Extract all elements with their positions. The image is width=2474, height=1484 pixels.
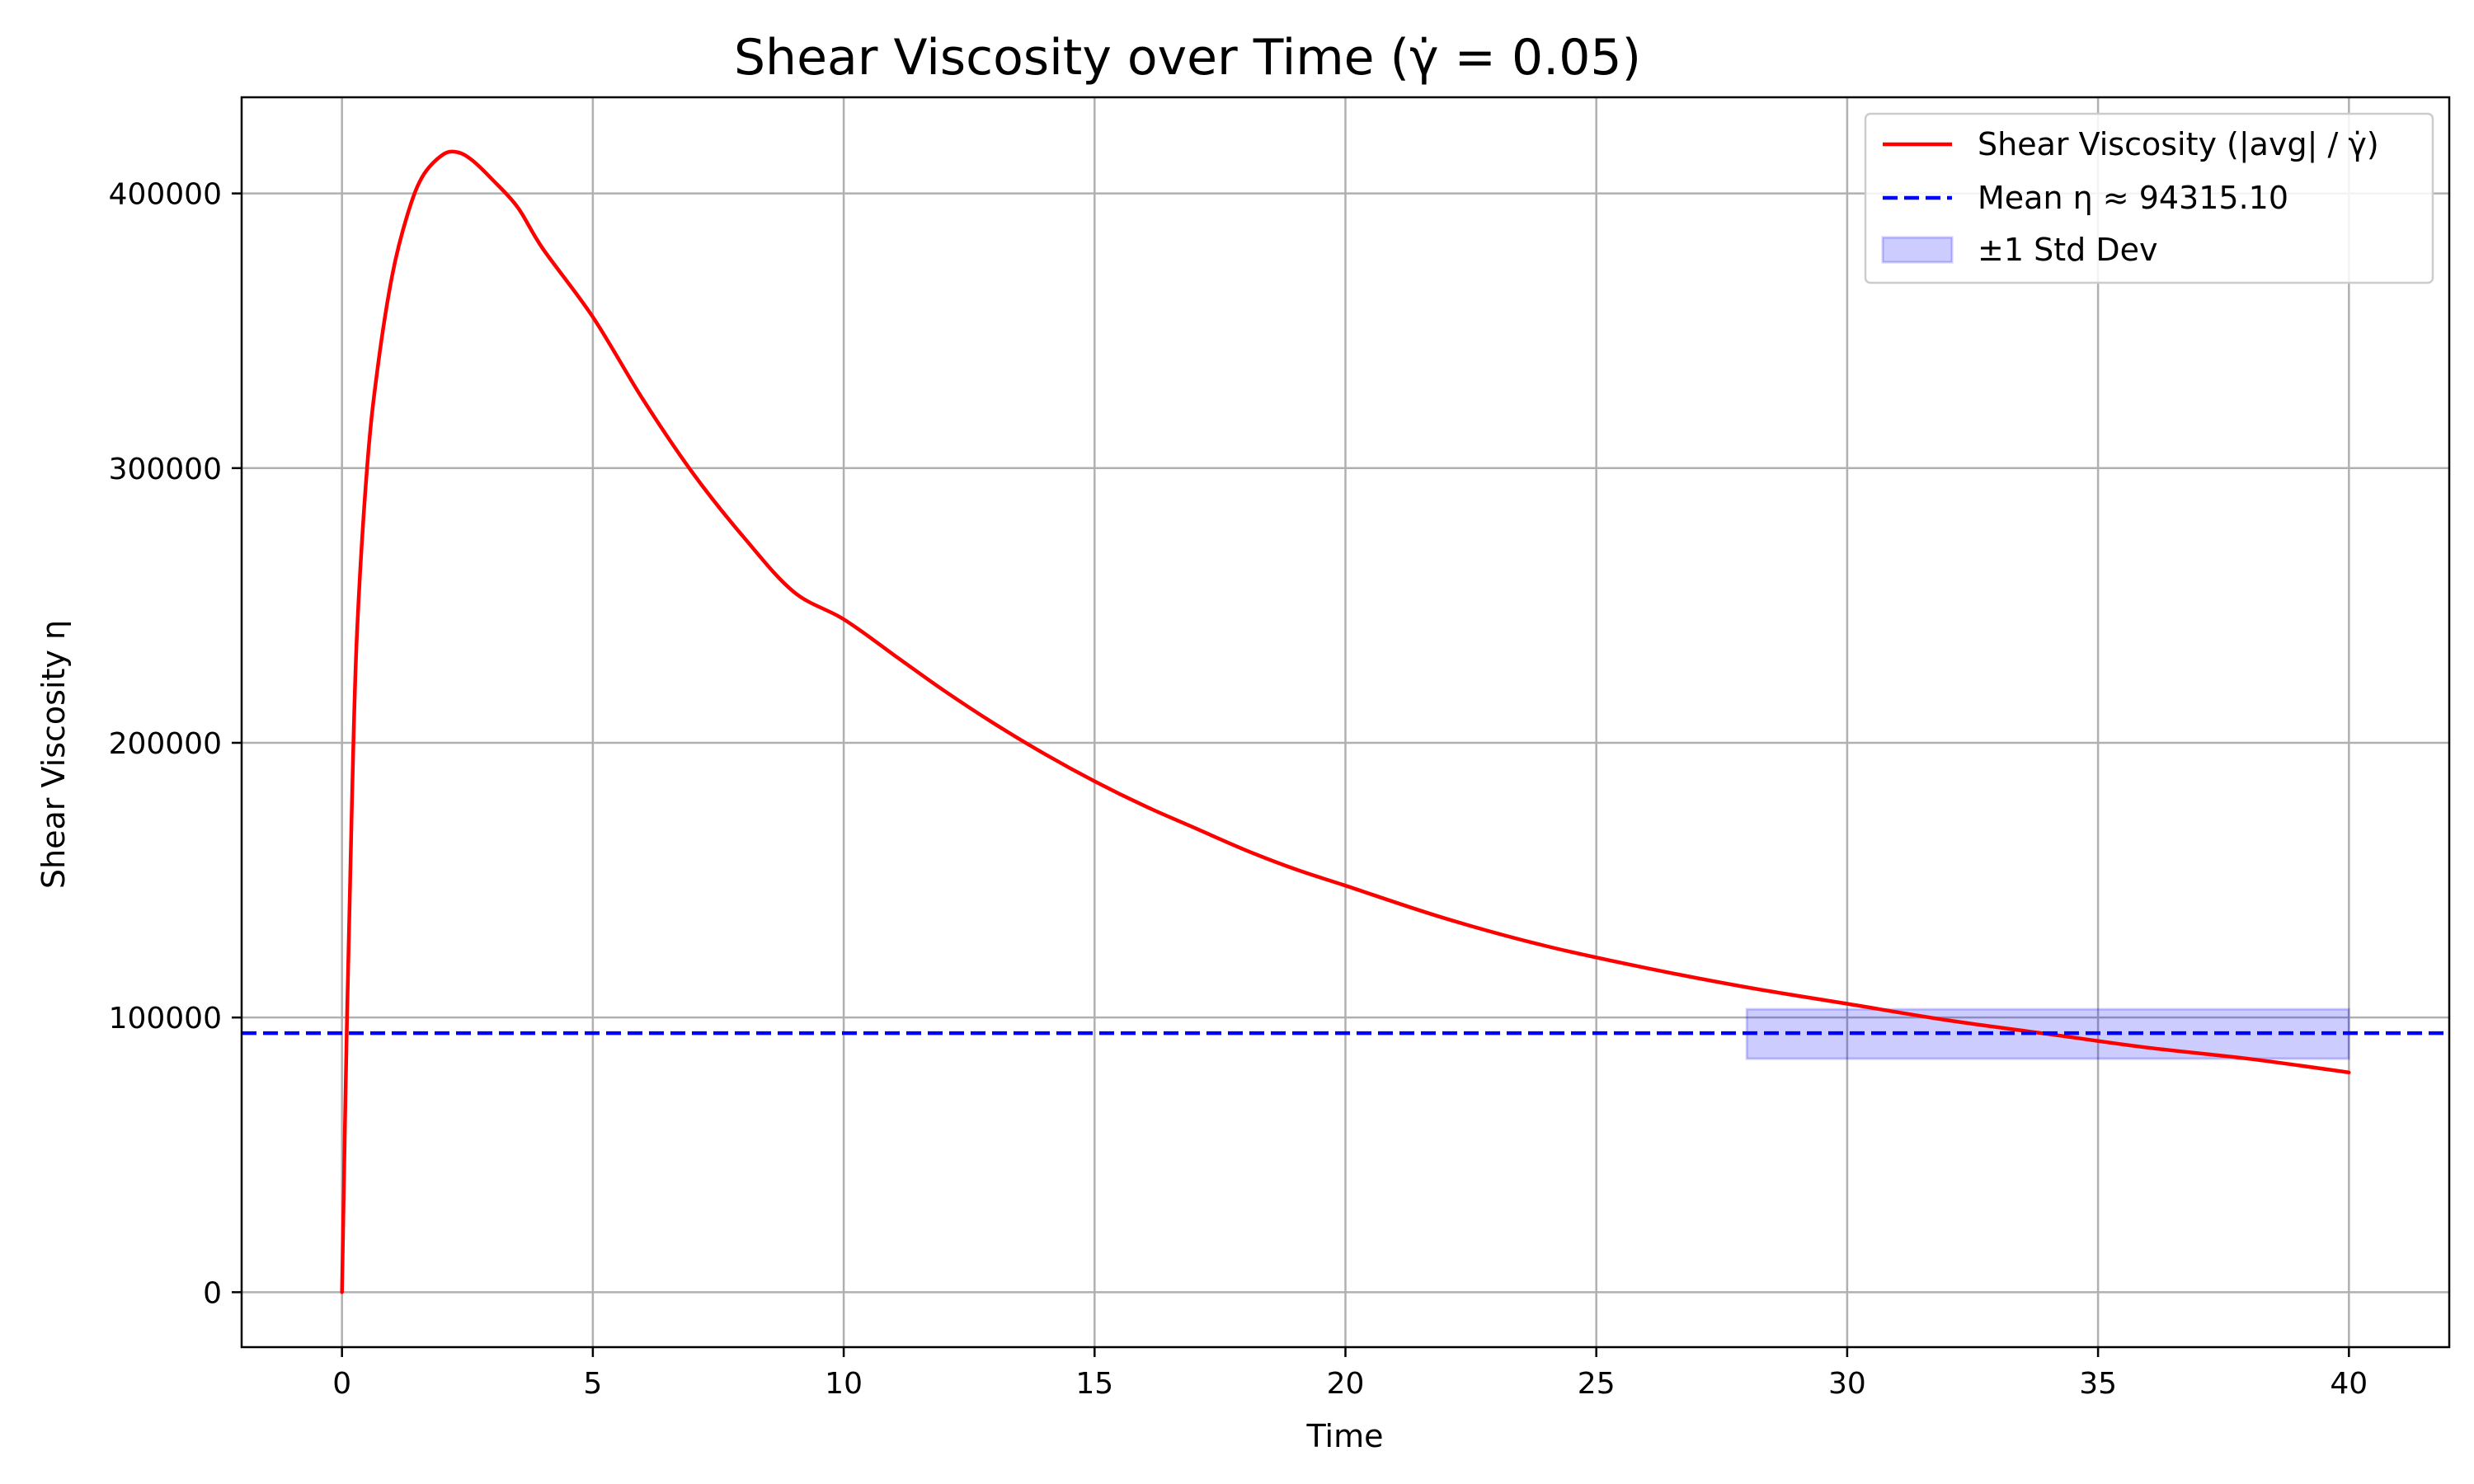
x-tick-label: 25: [1578, 1367, 1616, 1401]
x-tick-label: 10: [825, 1367, 863, 1401]
y-tick-label: 100000: [109, 1002, 222, 1036]
legend-label-band: ±1 Std Dev: [1978, 232, 2157, 268]
x-tick-label: 30: [1828, 1367, 1866, 1401]
y-axis-label: Shear Viscosity η: [35, 620, 72, 889]
legend-label-mean: Mean η ≈ 94315.10: [1978, 180, 2288, 216]
legend-label-viscosity: Shear Viscosity (|avg| / γ̇): [1978, 126, 2379, 163]
x-tick-label: 0: [332, 1367, 351, 1401]
grid-lines: [242, 97, 2449, 1347]
y-tick-label: 400000: [109, 178, 222, 212]
y-axis-ticks: 0 100000 200000 300000 400000: [109, 178, 242, 1310]
y-tick-label: 200000: [109, 727, 222, 761]
x-axis-label: Time: [1306, 1418, 1384, 1454]
x-tick-label: 40: [2330, 1367, 2368, 1401]
x-tick-label: 35: [2079, 1367, 2117, 1401]
shear-viscosity-line: [340, 149, 2351, 1294]
legend-swatch-band: [1881, 236, 1954, 264]
x-tick-label: 15: [1075, 1367, 1113, 1401]
y-tick-label: 300000: [109, 453, 222, 486]
chart-title: Shear Viscosity over Time (γ̇ = 0.05): [734, 29, 1641, 87]
x-tick-label: 5: [583, 1367, 602, 1401]
legend-box: [1864, 112, 2434, 284]
legend: Shear Viscosity (|avg| / γ̇) Mean η ≈ 94…: [1864, 112, 2434, 284]
x-tick-label: 20: [1327, 1367, 1365, 1401]
x-axis-ticks: 0 5 10 15 20 25 30 35 40: [332, 1347, 2368, 1401]
y-tick-label: 0: [203, 1276, 222, 1310]
